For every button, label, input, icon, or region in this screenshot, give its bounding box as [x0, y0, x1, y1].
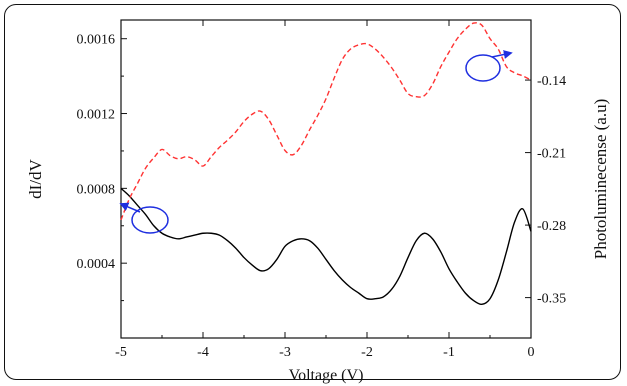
y-right-tick-label: -0.21 [537, 147, 566, 162]
x-tick-label: -4 [197, 345, 209, 360]
y-left-tick-label: 0.0004 [77, 257, 116, 272]
x-axis-label: Voltage (V) [289, 367, 364, 384]
y-right-tick-label: -0.14 [537, 74, 566, 89]
left-indicator-arrow [119, 202, 141, 213]
figure-frame [4, 4, 621, 380]
x-tick-label: -2 [361, 345, 373, 360]
y-axis-left-label: dI/dV [26, 158, 45, 198]
x-tick-label: 0 [528, 345, 535, 360]
y-right-tick-label: -0.28 [537, 219, 566, 234]
y-right-tick-label: -0.35 [537, 292, 566, 307]
photoluminescence-series-line [120, 22, 532, 221]
didv-series-line [120, 187, 532, 306]
x-tick-label: -5 [115, 345, 127, 360]
x-tick-label: -1 [443, 345, 455, 360]
x-tick-label: -3 [279, 345, 291, 360]
right-indicator-ellipse [465, 54, 501, 82]
y-axis-right-label: Photoluminecense (a.u) [591, 99, 610, 260]
left-axis-indicator [119, 202, 169, 234]
right-axis-indicator [465, 50, 513, 82]
y-left-tick-label: 0.0016 [77, 33, 116, 48]
plot-area [120, 19, 532, 339]
right-indicator-arrow [491, 50, 513, 59]
left-indicator-ellipse [131, 206, 169, 234]
y-left-tick-label: 0.0008 [77, 182, 116, 197]
y-left-tick-label: 0.0012 [77, 108, 116, 123]
